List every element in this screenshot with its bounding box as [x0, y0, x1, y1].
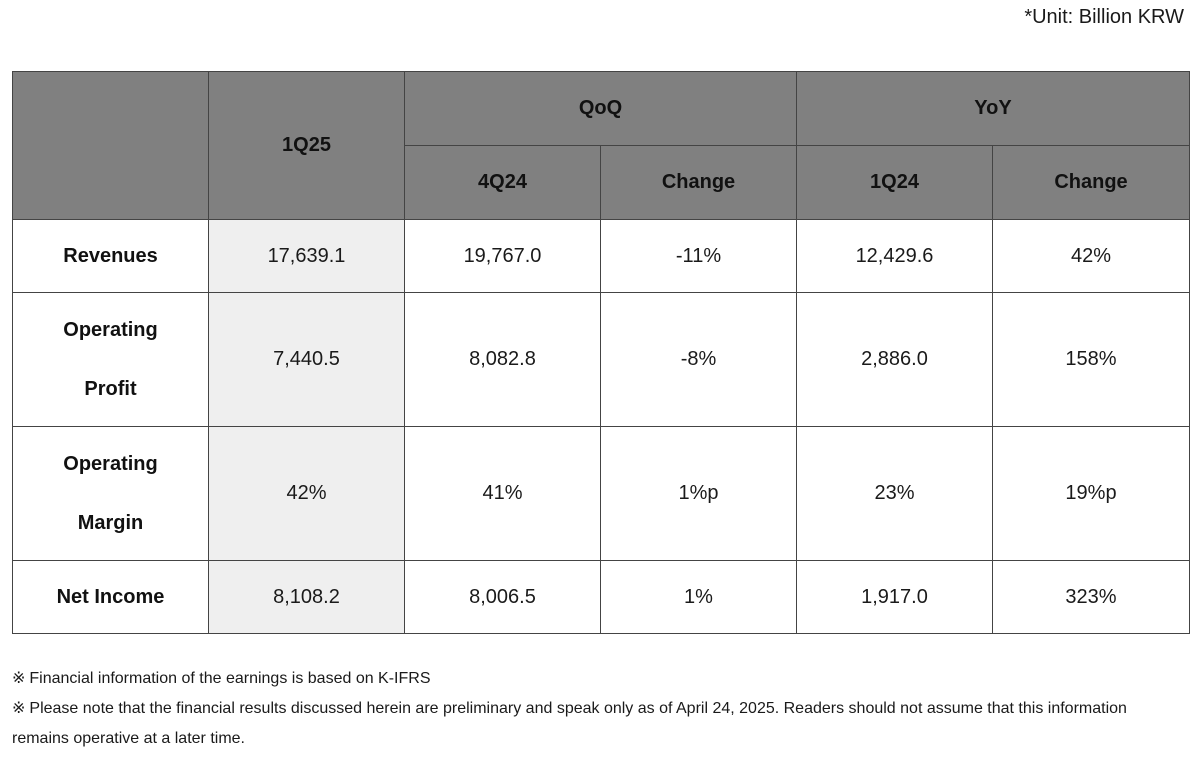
row-label-line: Net Income [56, 585, 165, 608]
cell-1q25: 8,108.2 [208, 560, 405, 634]
cell-qoq-change: -11% [600, 219, 797, 293]
cell-4q24: 19,767.0 [404, 219, 601, 293]
cell-4q24: 8,082.8 [404, 292, 601, 427]
cell-qoq-change: 1% [600, 560, 797, 634]
cell-yoy-change: 158% [991, 292, 1191, 427]
header-yoy-period: 1Q24 [796, 145, 993, 220]
cell-1q25: 42% [208, 426, 405, 561]
header-qoq-period: 4Q24 [404, 145, 601, 220]
cell-yoy-change: 323% [991, 560, 1191, 634]
table-row-net-income: Net Income 8,108.2 8,006.5 1% 1,917.0 32… [12, 560, 1191, 634]
footnote-text: Financial information of the earnings is… [29, 670, 431, 687]
row-label: Operating Profit [12, 292, 209, 427]
table-row-revenues: Revenues 17,639.1 19,767.0 -11% 12,429.6… [12, 219, 1191, 293]
row-label-line: Operating [63, 452, 158, 475]
cell-1q25: 17,639.1 [208, 219, 405, 293]
table-row-operating-margin: Operating Margin 42% 41% 1%p 23% 19%p [12, 426, 1191, 561]
cell-1q24: 1,917.0 [796, 560, 993, 634]
table-row-operating-profit: Operating Profit 7,440.5 8,082.8 -8% 2,88… [12, 292, 1191, 427]
cell-1q25: 7,440.5 [208, 292, 405, 427]
cell-1q24: 12,429.6 [796, 219, 993, 293]
cell-qoq-change: -8% [600, 292, 797, 427]
cell-4q24: 8,006.5 [404, 560, 601, 634]
cell-qoq-change: 1%p [600, 426, 797, 561]
header-yoy-group: YoY [795, 71, 1191, 146]
cell-1q24: 2,886.0 [796, 292, 993, 427]
header-qoq-group: QoQ [404, 71, 797, 146]
footnotes: ※ Financial information of the earnings i… [12, 664, 1180, 754]
unit-label: *Unit: Billion KRW [1024, 6, 1184, 28]
row-label-line: Revenues [63, 244, 158, 267]
row-label: Operating Margin [12, 426, 209, 561]
row-label-line: Operating [63, 318, 158, 341]
cell-1q24: 23% [796, 426, 993, 561]
cell-yoy-change: 42% [991, 219, 1191, 293]
earnings-table: 1Q25 QoQ YoY 4Q24 Change 1Q24 Change Rev… [12, 71, 1191, 634]
footnote-text: Please note that the financial results d… [12, 700, 1127, 747]
footnote-kifrs: ※ Financial information of the earnings i… [12, 664, 1180, 694]
header-corner-cell [12, 71, 209, 220]
row-label: Revenues [12, 219, 209, 293]
row-label-line: Margin [77, 511, 144, 534]
reference-mark-icon: ※ [12, 700, 26, 717]
header-qoq-change: Change [600, 145, 797, 220]
table-header: 1Q25 QoQ YoY 4Q24 Change 1Q24 Change [12, 71, 1191, 220]
row-label-line: Profit [84, 377, 137, 400]
reference-mark-icon: ※ [12, 670, 26, 687]
header-yoy-change: Change [991, 145, 1191, 220]
cell-4q24: 41% [404, 426, 601, 561]
footnote-disclaimer: ※ Please note that the financial results … [12, 694, 1180, 754]
cell-yoy-change: 19%p [991, 426, 1191, 561]
row-label: Net Income [12, 560, 209, 634]
header-current-period: 1Q25 [208, 71, 405, 220]
